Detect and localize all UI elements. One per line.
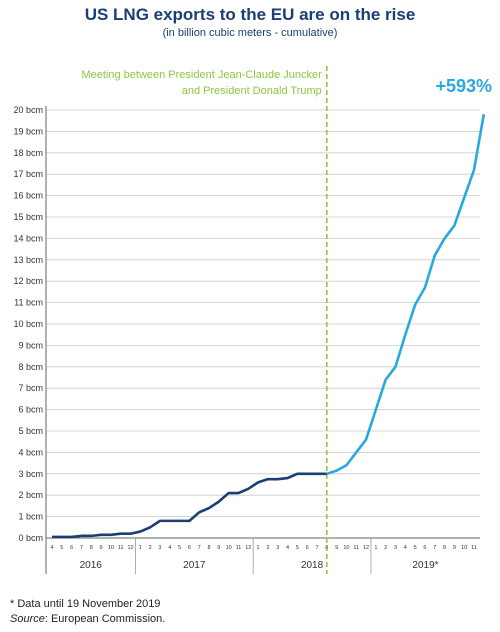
x-tick-label: 1 [257,545,260,551]
y-tick-label: 20 bcm [13,105,43,115]
y-tick-label: 16 bcm [13,191,43,201]
y-tick-label: 1 bcm [18,512,43,522]
x-tick-label: 6 [306,545,309,551]
x-tick-label: 4 [404,545,407,551]
x-tick-label: 5 [60,545,63,551]
x-tick-label: 12 [127,545,133,551]
year-label: 2016 [80,560,103,571]
source-note: Source: European Commission. [10,613,165,625]
x-tick-label: 1 [139,545,142,551]
y-tick-label: 9 bcm [18,340,43,350]
footnote: * Data until 19 November 2019 [10,598,161,610]
y-tick-label: 8 bcm [18,362,43,372]
x-tick-label: 8 [443,545,446,551]
x-tick-label: 2 [384,545,387,551]
y-tick-label: 3 bcm [18,469,43,479]
y-tick-label: 12 bcm [13,276,43,286]
x-tick-label: 3 [394,545,397,551]
y-tick-label: 19 bcm [13,126,43,136]
x-tick-label: 11 [236,545,242,551]
chart-title: US LNG exports to the EU are on the rise [84,5,416,24]
year-label: 2018 [301,560,324,571]
annotation-line1: Meeting between President Jean-Claude Ju… [81,69,322,81]
x-tick-label: 10 [108,545,114,551]
x-tick-label: 6 [423,545,426,551]
y-tick-label: 0 bcm [18,533,43,543]
y-tick-label: 18 bcm [13,148,43,158]
chart-subtitle: (in billion cubic meters - cumulative) [162,27,338,39]
y-tick-label: 10 bcm [13,319,43,329]
x-tick-label: 10 [461,545,467,551]
y-tick-label: 14 bcm [13,233,43,243]
x-tick-label: 11 [353,545,359,551]
x-tick-label: 5 [296,545,299,551]
y-tick-label: 7 bcm [18,383,43,393]
y-tick-label: 5 bcm [18,426,43,436]
year-label: 2019* [412,560,438,571]
x-tick-label: 4 [168,545,171,551]
x-tick-label: 7 [198,545,201,551]
x-tick-label: 11 [471,545,477,551]
series-line-after-meeting [326,114,486,476]
x-tick-label: 9 [100,545,103,551]
x-tick-label: 10 [343,545,349,551]
x-tick-label: 5 [178,545,181,551]
y-tick-label: 4 bcm [18,447,43,457]
x-tick-label: 9 [453,545,456,551]
x-tick-label: 4 [286,545,289,551]
source-label: Source [10,613,45,625]
year-label: 2017 [183,560,206,571]
x-tick-label: 11 [118,545,124,551]
annotation-line2: and President Donald Trump [182,85,322,97]
x-tick-label: 1 [374,545,377,551]
x-tick-label: 6 [188,545,191,551]
source-text: : European Commission. [44,613,166,625]
x-tick-label: 7 [315,545,318,551]
x-tick-label: 12 [245,545,251,551]
x-tick-label: 8 [207,545,210,551]
y-tick-label: 17 bcm [13,169,43,179]
x-tick-label: 12 [363,545,369,551]
x-tick-label: 6 [70,545,73,551]
x-tick-label: 2 [266,545,269,551]
y-tick-label: 11 bcm [14,298,43,308]
x-tick-label: 3 [158,545,161,551]
x-tick-label: 7 [433,545,436,551]
y-tick-label: 2 bcm [18,490,43,500]
x-tick-label: 9 [217,545,220,551]
increase-label: +593% [435,76,492,96]
y-tick-label: 13 bcm [13,255,43,265]
y-tick-label: 6 bcm [18,405,43,415]
x-tick-label: 7 [80,545,83,551]
x-tick-label: 5 [414,545,417,551]
x-tick-label: 9 [335,545,338,551]
x-tick-label: 4 [50,545,53,551]
x-tick-label: 3 [276,545,279,551]
y-tick-label: 15 bcm [13,212,43,222]
x-tick-label: 8 [90,545,93,551]
x-tick-label: 10 [226,545,232,551]
x-tick-label: 2 [149,545,152,551]
series-line-before-meeting [52,472,327,539]
